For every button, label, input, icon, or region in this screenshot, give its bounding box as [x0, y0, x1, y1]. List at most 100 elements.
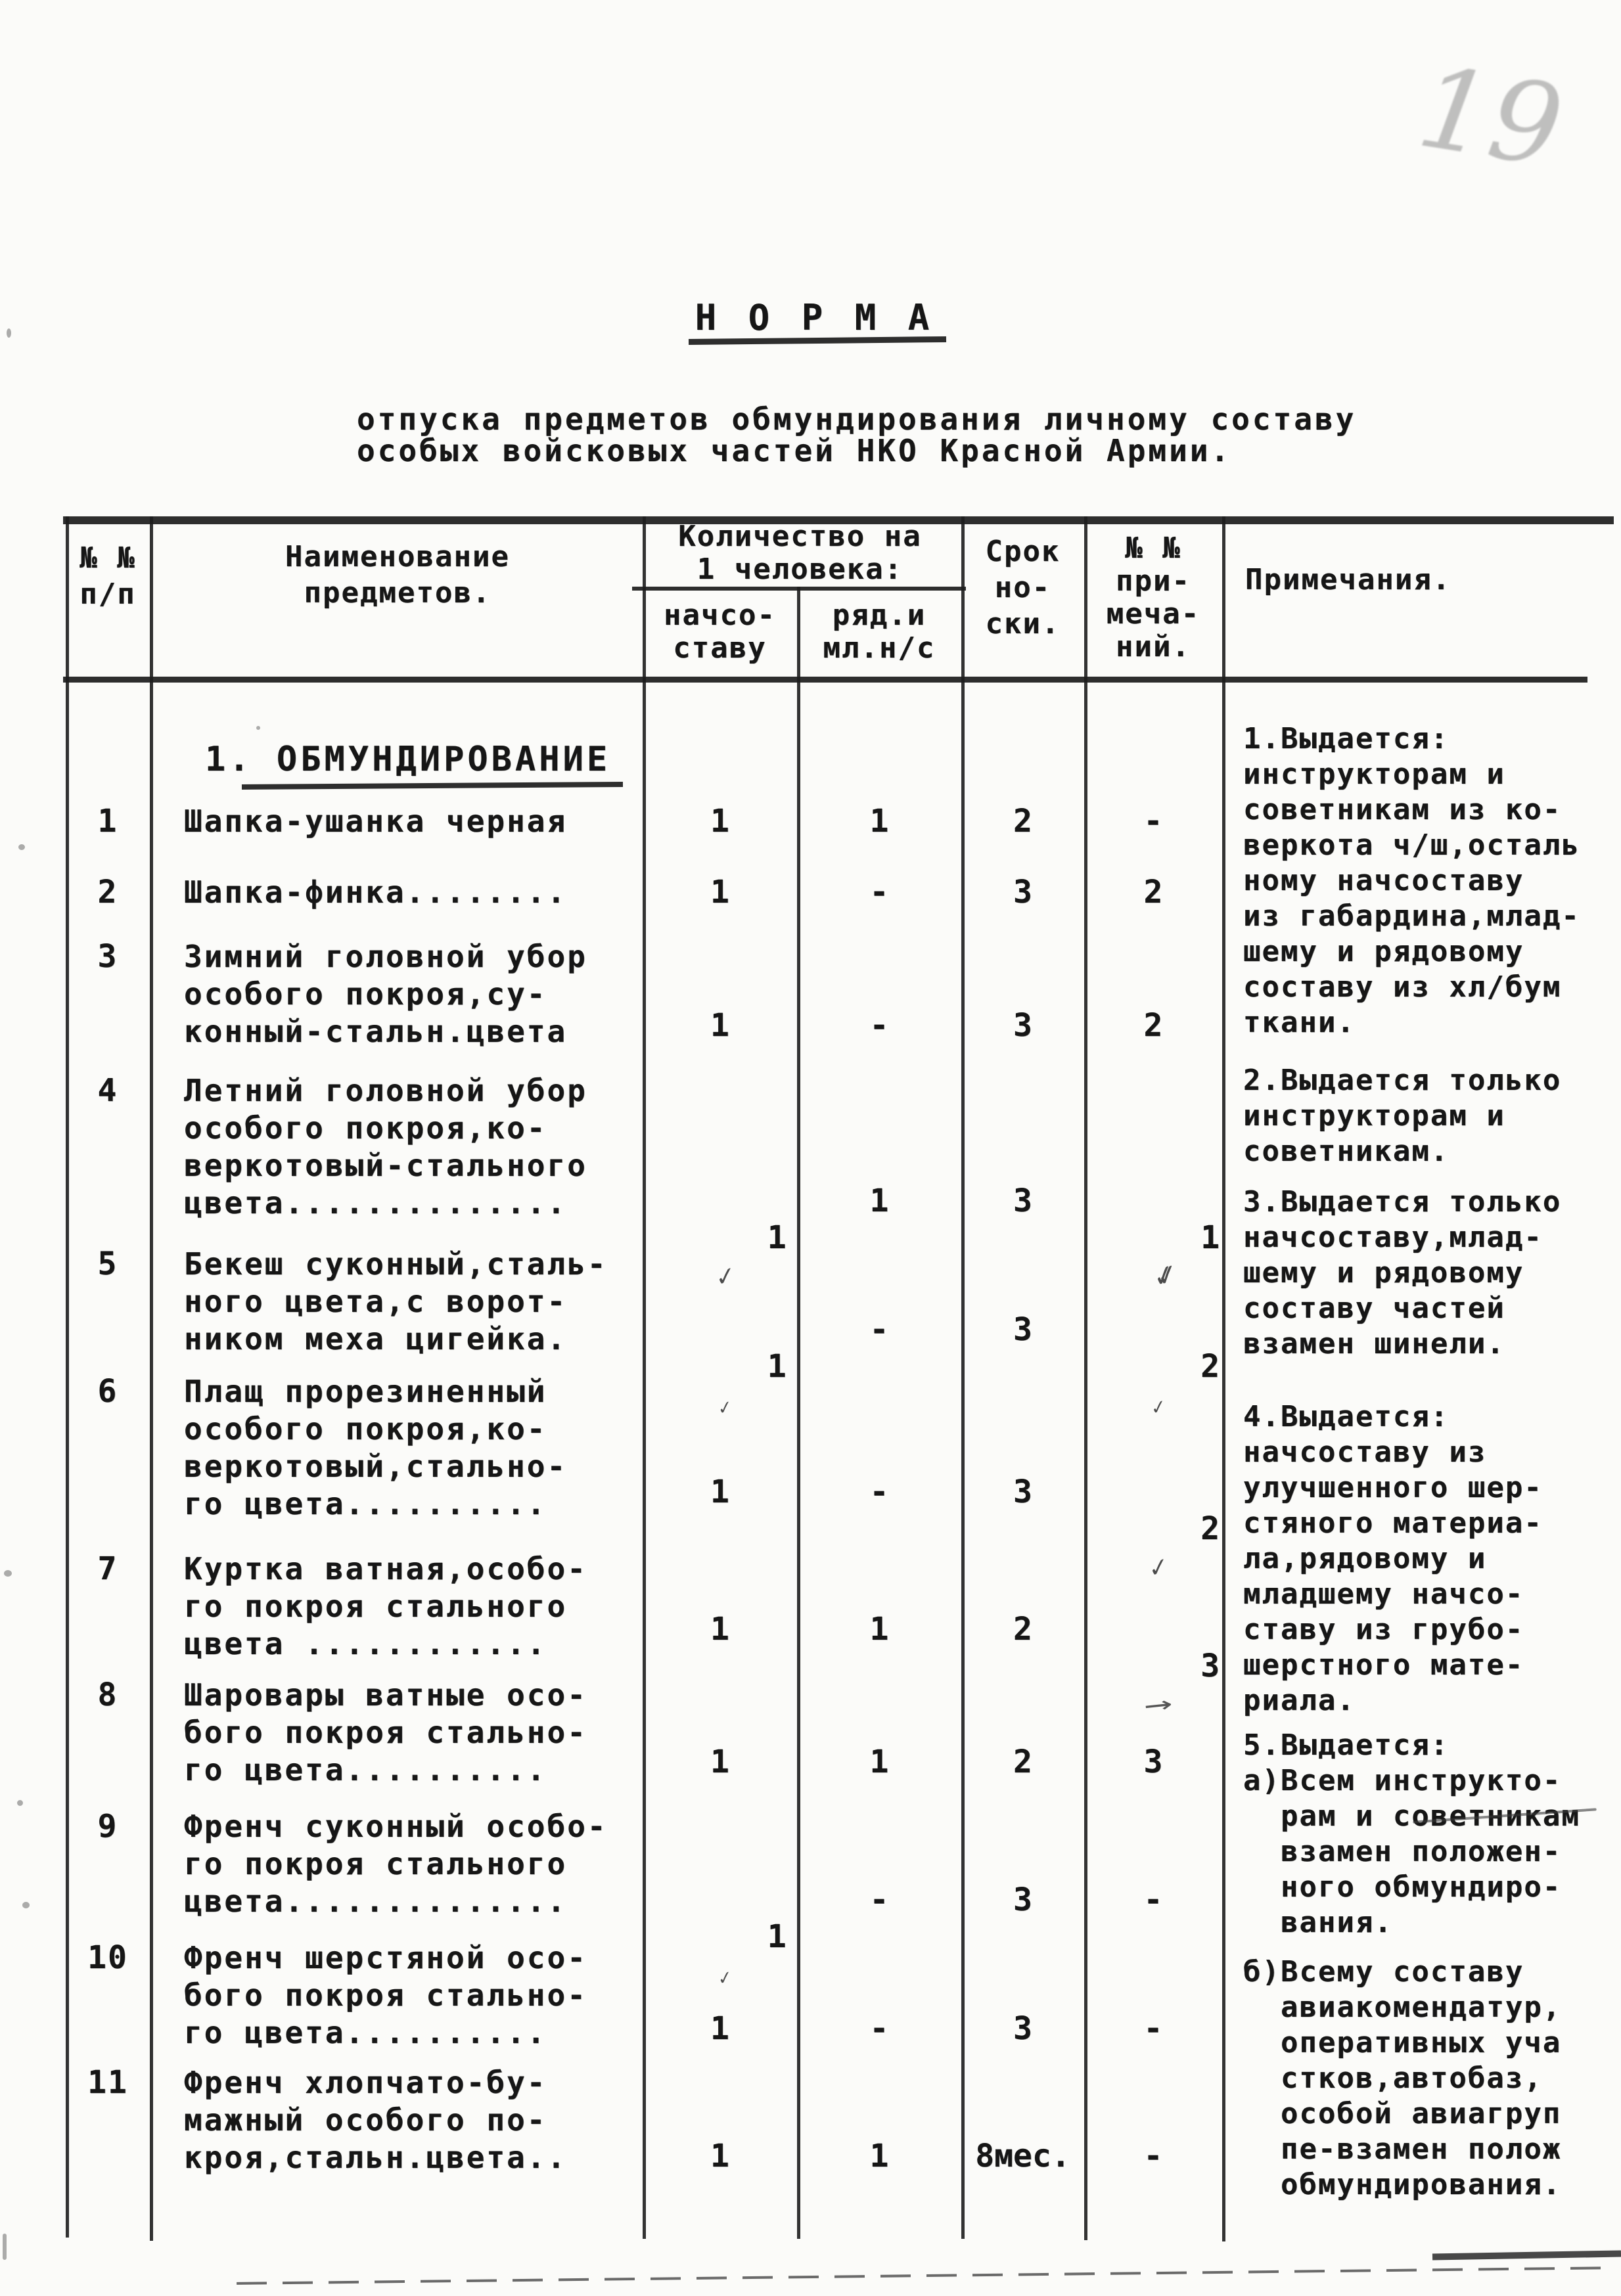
item-name: Бекеш суконный,сталь- ного цвета,с ворот…	[184, 1246, 608, 1357]
header-qty-group: Количество на 1 человека:	[678, 520, 922, 586]
row-number: 11	[87, 2064, 128, 2101]
qty-officers-value: 1	[710, 1611, 729, 1648]
qty-officers-value: 1	[710, 1007, 729, 1044]
qty-enlisted-value: -	[869, 1007, 889, 1044]
qty-enlisted-value: 1	[869, 2138, 889, 2174]
header-note-numbers: № № при- меча- ний.	[1106, 531, 1200, 664]
col-divider-qty-srok	[961, 516, 965, 2239]
note-number-value: 2	[1143, 1007, 1163, 1044]
note-number-value: 3	[1143, 1744, 1163, 1780]
wear-period-value: 3	[1013, 1881, 1032, 1918]
header-wear-period: Срок но- ски.	[985, 535, 1061, 641]
note-number-value: -	[1143, 2010, 1163, 2047]
item-name: Плащ прорезиненный особого покроя,ко- ве…	[184, 1374, 568, 1521]
scan-speck	[256, 726, 260, 730]
qty-officers-value: 1	[710, 803, 729, 840]
row-number: 9	[97, 1808, 118, 1845]
row-number: 1	[97, 803, 118, 840]
row-number: 7	[97, 1550, 118, 1587]
row-number: 2	[97, 874, 118, 911]
qty-enlisted-value: -	[869, 1311, 889, 1348]
qty-officers-value: 1	[710, 874, 729, 911]
document-subtitle-line1: отпуска предметов обмундирования личному…	[357, 401, 1357, 437]
wear-period-value: 3	[1013, 874, 1032, 911]
remark-note-2: 2.Выдается только инструкторам и советни…	[1243, 1064, 1562, 1168]
qty-enlisted-value: -	[869, 1474, 889, 1510]
item-name: Летний головной убор особого покроя,ко- …	[184, 1073, 587, 1221]
row-number: 3	[97, 938, 118, 975]
wear-period-value: 2	[1013, 1744, 1032, 1780]
wear-period-value: 3	[1013, 1474, 1032, 1510]
header-qty-enlisted: ряд.и мл.н/с	[823, 598, 936, 665]
note-number-value: -	[1143, 803, 1163, 840]
section-header-obmundirovanie: 1. ОБМУНДИРОВАНИЕ	[205, 740, 611, 779]
handwritten-page-number: 19	[1409, 42, 1571, 193]
item-name: Куртка ватная,особо- го покроя стального…	[184, 1551, 587, 1661]
qty-enlisted-value: -	[869, 2010, 889, 2047]
handwritten-check-icon: ✓	[1150, 1392, 1166, 1421]
handwritten-arrow-mark-icon: →	[1143, 1686, 1174, 1722]
scan-speck	[18, 844, 25, 850]
row-number: 10	[87, 1939, 128, 1976]
table-top-border	[63, 516, 1614, 524]
scan-speck	[7, 328, 11, 338]
qty-officers-value: 1✓	[643, 1881, 797, 2029]
wear-period-value: 2	[1013, 803, 1032, 840]
col-divider-srok-prim	[1084, 516, 1087, 2240]
item-name: Шаровары ватные осо- бого покроя стально…	[184, 1677, 587, 1788]
value-text: 1	[1200, 1219, 1220, 1256]
qty-enlisted-value: 1	[869, 1182, 889, 1219]
wear-period-value: 2	[1013, 1611, 1032, 1648]
table-header-bottom-border	[63, 677, 1587, 683]
handwritten-check-icon: ✓	[1148, 1548, 1169, 1585]
handwritten-check-icon: ✓	[714, 1257, 736, 1294]
wear-period-value: 3	[1013, 2010, 1032, 2047]
qty-enlisted-value: -	[869, 1881, 889, 1918]
remark-note-3: 3.Выдается только начсоставу,млад- шему …	[1243, 1185, 1562, 1361]
qty-enlisted-value: 1	[869, 1611, 889, 1648]
col-divider-nach-ryad	[797, 587, 800, 2239]
row-number: 6	[97, 1373, 118, 1410]
item-name: Шапка-финка........	[184, 874, 568, 910]
item-name: Шапка-ушанка черная	[184, 803, 568, 839]
qty-officers-value: 1	[710, 2138, 729, 2174]
header-row-number: № № п/п	[80, 541, 136, 611]
remark-note-5b: б)Всему составу авиакомендатур, оператив…	[1243, 1955, 1562, 2201]
scan-speck	[4, 1570, 12, 1577]
qty-enlisted-value: 1	[869, 803, 889, 840]
qty-officers-value: 1	[710, 2010, 729, 2047]
qty-officers-value: 1✓	[643, 1182, 797, 1330]
qty-officers-value: 1✓	[643, 1311, 797, 1458]
row-number: 8	[97, 1677, 118, 1713]
wear-period-value: 3	[1013, 1007, 1032, 1044]
header-item-name: Наименование предметов.	[285, 540, 510, 610]
scan-speck	[17, 1800, 23, 1806]
handwritten-check-icon: ✓	[718, 1964, 733, 1991]
document-title: Н О Р М А	[695, 297, 935, 338]
header-qty-officers: начсо- ставу	[664, 598, 776, 665]
handwritten-check-icon: ✓	[718, 1394, 733, 1421]
wear-period-value: 3	[1013, 1182, 1032, 1219]
remark-note-4: 4.Выдается: начсоставу из улучшенного ше…	[1243, 1400, 1543, 1717]
note-number-value: -	[1143, 2138, 1163, 2174]
table-left-border	[66, 516, 69, 2238]
value-text: 1	[767, 1219, 787, 1256]
item-name: Френч хлопчато-бу- мажный особого по- кр…	[184, 2065, 568, 2175]
note-number-value: 2✓	[1084, 1311, 1222, 1458]
col-divider-num-name	[150, 516, 153, 2241]
document-subtitle-line2: особых войсковых частей НКО Красной Арми…	[357, 433, 1232, 468]
section-header-underline	[241, 781, 624, 790]
wear-period-value: 3	[1013, 1311, 1032, 1348]
item-name: Френч суконный особо- го покроя стальног…	[184, 1809, 608, 1919]
qty-enlisted-value: 1	[869, 1744, 889, 1780]
scan-bottom-line	[237, 2266, 1616, 2285]
qty-enlisted-value: -	[869, 874, 889, 911]
col-divider-prim-remarks	[1222, 516, 1225, 2241]
row-number: 5	[97, 1246, 118, 1282]
value-text: 1	[767, 1918, 787, 1955]
remark-note-5: 5.Выдается:	[1243, 1728, 1450, 1762]
note-number-value: 2✓	[1084, 1474, 1222, 1621]
note-number-value: 3→	[1084, 1611, 1222, 1758]
remark-note-5a: а)Всем инструкто- рам и советникам взаме…	[1243, 1764, 1579, 1939]
